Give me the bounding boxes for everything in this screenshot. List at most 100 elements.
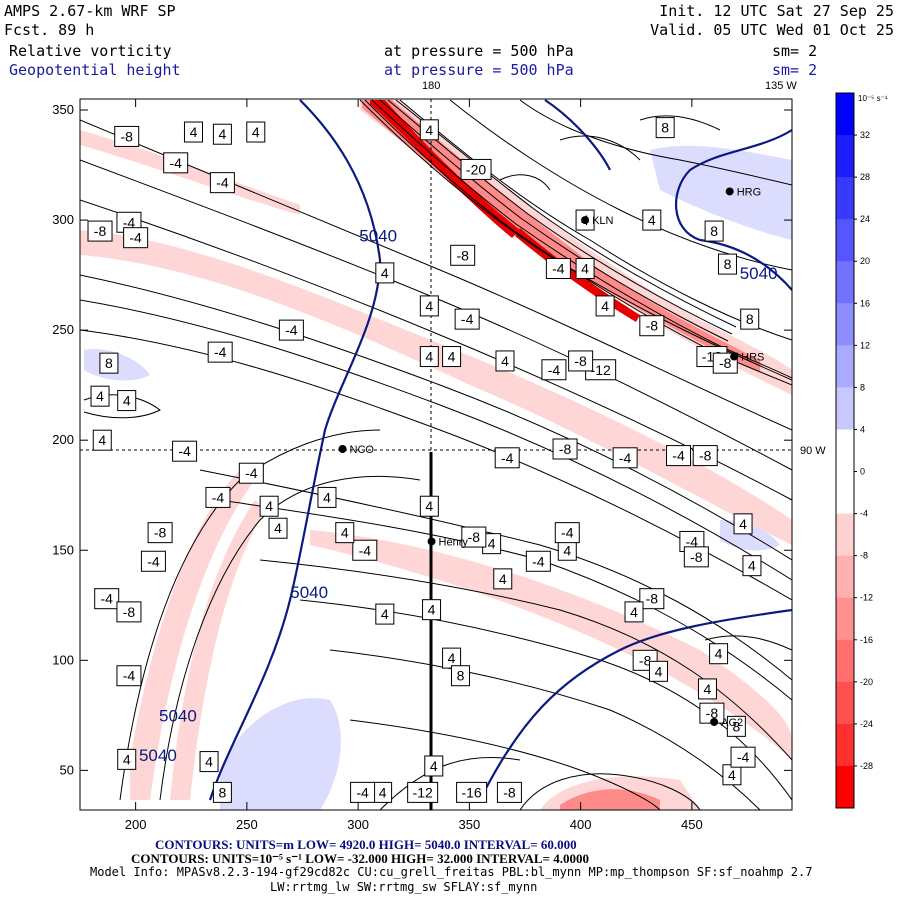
x-tick-label: 250 — [236, 817, 258, 832]
vorticity-value-label: 8 — [726, 715, 746, 737]
y-tick-label: 200 — [52, 432, 74, 447]
vorticity-label-box — [666, 445, 692, 467]
vorticity-label-box — [375, 603, 395, 625]
vorticity-label-text: -8 — [646, 318, 659, 334]
vorticity-value-label: 4 — [649, 660, 668, 682]
vorticity-value-label: 4 — [259, 495, 279, 517]
vorticity-label-box — [205, 486, 231, 508]
vorticity-label-box — [246, 121, 266, 143]
vorticity-label-text: 4 — [448, 349, 456, 365]
vorticity-label-box — [407, 781, 439, 803]
vorticity-value-label: -8 — [496, 781, 522, 803]
vorticity-label-text: -4 — [147, 553, 160, 569]
vorticity-label-text: 4 — [499, 571, 507, 587]
vorticity-label-text: -4 — [461, 311, 474, 327]
vorticity-label-text: 4 — [581, 260, 589, 276]
vorticity-label-box — [212, 781, 232, 803]
vorticity-label-text: -16 — [461, 784, 481, 800]
vorticity-value-label: 4 — [595, 295, 615, 317]
vorticity-value-label: 4 — [442, 346, 462, 368]
vorticity-label-text: -4 — [552, 260, 565, 276]
height-contour-label: 5040 — [359, 226, 397, 245]
vorticity-label-text: 4 — [205, 754, 213, 770]
pressure2-label: at pressure = 500 hPa — [384, 61, 574, 79]
vorticity-label-text: 4 — [425, 298, 433, 314]
station-label: HRS — [741, 352, 764, 364]
vorticity-value-label: 4 — [117, 390, 137, 412]
vorticity-label-box — [541, 359, 567, 381]
vorticity-value-label: 4 — [422, 599, 442, 621]
init-time: Init. 12 UTC Sat 27 Sep 25 — [659, 2, 894, 20]
vorticity-value-label: -20 — [460, 158, 492, 180]
vorticity-label-box — [212, 123, 232, 145]
vorticity-value-label: 4 — [442, 647, 462, 669]
vorticity-label-text: 8 — [661, 120, 669, 136]
vorticity-label-text: 4 — [728, 767, 736, 783]
height-contour-info: CONTOURS: UNITS=m LOW= 4920.0 HIGH= 5040… — [155, 837, 577, 852]
colorbar-level — [836, 681, 854, 725]
vorticity-value-label: -8 — [692, 445, 718, 467]
vorticity-label-box — [493, 568, 513, 590]
vorticity-label-text: -4 — [548, 362, 561, 378]
vorticity-label-text: -8 — [699, 448, 712, 464]
colorbar-tick-label: -20 — [860, 677, 873, 687]
vorticity-label-box — [278, 319, 304, 341]
vorticity-label-box — [317, 486, 337, 508]
height-contour-label: 5040 — [159, 706, 197, 725]
y-tick-label: 250 — [52, 322, 74, 337]
vorticity-label-box — [494, 447, 520, 469]
vorticity-label-text: 4 — [265, 498, 273, 514]
vorticity-label-box — [87, 220, 113, 242]
vorticity-label-box — [568, 350, 594, 372]
height-contours — [208, 99, 792, 801]
vorticity-label-text: -8 — [123, 604, 136, 620]
vorticity-label-text: -4 — [619, 450, 632, 466]
vorticity-label-text: 4 — [739, 516, 747, 532]
vorticity-label-text: 8 — [724, 256, 732, 272]
vorticity-label-box — [460, 158, 492, 180]
colorbar-level — [836, 429, 854, 473]
vorticity-value-label: -12 — [585, 359, 617, 381]
vorticity-label-box — [612, 447, 638, 469]
station-label: HRG — [737, 186, 761, 198]
vorticity-label-box — [717, 253, 737, 275]
x-tick-label: 450 — [681, 817, 703, 832]
vorticity-label-text: 8 — [219, 784, 227, 800]
vorticity-label-box — [238, 462, 264, 484]
vorticity-value-label: 4 — [246, 121, 266, 143]
vorticity-value-label: -4 — [612, 447, 638, 469]
vorticity-label-text: 4 — [96, 388, 104, 404]
vorticity-value-label: 8 — [740, 308, 760, 330]
vorticity-label-text: -4 — [129, 230, 142, 246]
vorticity-label-text: -8 — [154, 525, 167, 541]
vorticity-label-text: -4 — [737, 749, 750, 765]
vorticity-label-text: 4 — [501, 353, 509, 369]
vorticity-label-box — [704, 220, 724, 242]
plot-frame — [79, 98, 793, 811]
vorticity-value-label: -16 — [456, 781, 488, 803]
vorticity-value-label: -4 — [545, 257, 571, 279]
vorticity-value-label: 4 — [733, 513, 753, 535]
vorticity-label-text: 4 — [425, 349, 433, 365]
vorticity-label-box — [90, 385, 110, 407]
vorticity-label-box — [117, 748, 137, 770]
vorticity-value-label: -4 — [172, 440, 198, 462]
vorticity-label-text: 4 — [274, 520, 282, 536]
vorticity-label-text: -4 — [169, 155, 182, 171]
vorticity-value-label: 4 — [495, 350, 515, 372]
vorticity-value-label: 4 — [317, 486, 337, 508]
vorticity-label-text: -4 — [100, 591, 113, 607]
vorticity-label-box — [92, 429, 112, 451]
vorticity-label-box — [742, 555, 762, 577]
vorticity-label-box — [350, 781, 376, 803]
y-tick-label: 100 — [52, 652, 74, 667]
vorticity-label-box — [419, 119, 439, 141]
colorbar-tick-label: 20 — [860, 256, 870, 266]
vorticity-label-text: 4 — [190, 124, 198, 140]
vorticity-label-box — [595, 295, 615, 317]
vorticity-label-box — [209, 172, 235, 194]
model-title: AMPS 2.67-km WRF SP — [4, 2, 176, 20]
meridian-180-label: 180 — [422, 80, 441, 92]
vorticity-label-text: 4 — [601, 298, 609, 314]
y-tick-label: 350 — [52, 102, 74, 117]
